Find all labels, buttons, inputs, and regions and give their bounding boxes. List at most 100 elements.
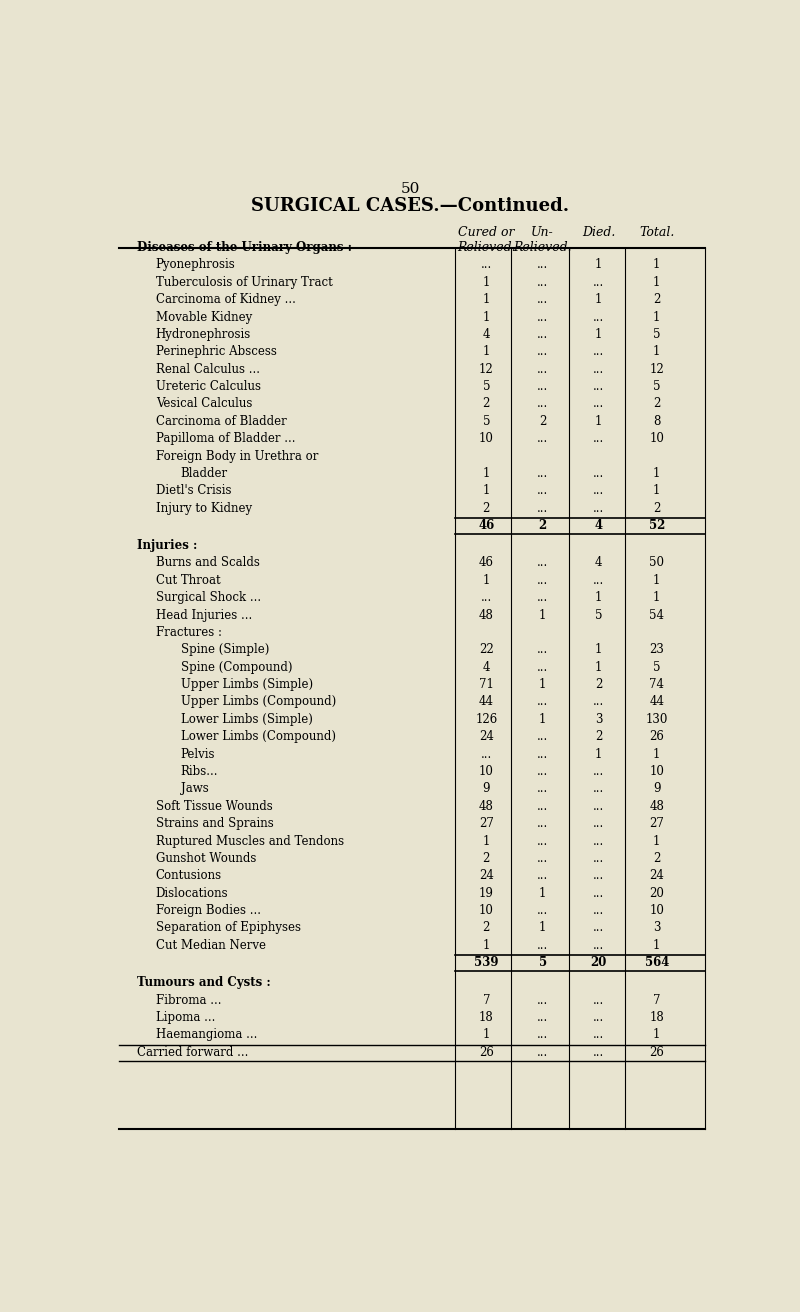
Text: 1: 1 [594, 661, 602, 674]
Text: 2: 2 [482, 851, 490, 865]
Text: ...: ... [537, 731, 548, 744]
Text: ...: ... [481, 258, 492, 272]
Text: 24: 24 [650, 870, 664, 882]
Text: 1: 1 [539, 712, 546, 726]
Text: ...: ... [537, 765, 548, 778]
Text: 50: 50 [400, 181, 420, 195]
Text: 24: 24 [479, 731, 494, 744]
Text: 1: 1 [594, 294, 602, 306]
Text: ...: ... [593, 817, 604, 830]
Text: 1: 1 [594, 643, 602, 656]
Text: 4: 4 [594, 556, 602, 569]
Text: 1: 1 [653, 592, 661, 605]
Text: ...: ... [537, 328, 548, 341]
Text: 1: 1 [482, 467, 490, 480]
Text: 44: 44 [478, 695, 494, 708]
Text: ...: ... [593, 573, 604, 586]
Text: 50: 50 [650, 556, 664, 569]
Text: Spine (Simple): Spine (Simple) [181, 643, 269, 656]
Text: 22: 22 [479, 643, 494, 656]
Text: ...: ... [537, 695, 548, 708]
Text: 2: 2 [594, 678, 602, 691]
Text: 4: 4 [482, 661, 490, 674]
Text: 26: 26 [479, 1046, 494, 1059]
Text: ...: ... [593, 362, 604, 375]
Text: ...: ... [593, 834, 604, 848]
Text: Perinephric Abscess: Perinephric Abscess [156, 345, 277, 358]
Text: ...: ... [537, 311, 548, 324]
Text: ...: ... [537, 573, 548, 586]
Text: 1: 1 [653, 276, 661, 289]
Text: Contusions: Contusions [156, 870, 222, 882]
Text: 1: 1 [653, 1029, 661, 1042]
Text: ...: ... [537, 748, 548, 761]
Text: 48: 48 [479, 609, 494, 622]
Text: Papilloma of Bladder ...: Papilloma of Bladder ... [156, 432, 295, 445]
Text: Hydronephrosis: Hydronephrosis [156, 328, 251, 341]
Text: 1: 1 [482, 939, 490, 951]
Text: ...: ... [537, 904, 548, 917]
Text: 1: 1 [653, 834, 661, 848]
Text: 130: 130 [646, 712, 668, 726]
Text: 7: 7 [653, 993, 661, 1006]
Text: 539: 539 [474, 956, 498, 970]
Text: 19: 19 [479, 887, 494, 900]
Text: 10: 10 [650, 765, 664, 778]
Text: 1: 1 [594, 258, 602, 272]
Text: ...: ... [537, 380, 548, 394]
Text: Pyonephrosis: Pyonephrosis [156, 258, 235, 272]
Text: Cut Median Nerve: Cut Median Nerve [156, 939, 266, 951]
Text: 10: 10 [650, 904, 664, 917]
Text: ...: ... [537, 276, 548, 289]
Text: 48: 48 [479, 800, 494, 812]
Text: Ureteric Calculus: Ureteric Calculus [156, 380, 261, 394]
Text: Vesical Calculus: Vesical Calculus [156, 398, 252, 411]
Text: 1: 1 [482, 484, 490, 497]
Text: Tuberculosis of Urinary Tract: Tuberculosis of Urinary Tract [156, 276, 333, 289]
Text: ...: ... [593, 800, 604, 812]
Text: Cured or
Relieved.: Cured or Relieved. [457, 226, 515, 255]
Text: ...: ... [537, 501, 548, 514]
Text: 9: 9 [482, 782, 490, 795]
Text: 2: 2 [539, 415, 546, 428]
Text: Pelvis: Pelvis [181, 748, 215, 761]
Text: ...: ... [537, 800, 548, 812]
Text: 10: 10 [479, 765, 494, 778]
Text: 10: 10 [479, 904, 494, 917]
Text: ...: ... [537, 432, 548, 445]
Text: 1: 1 [539, 887, 546, 900]
Text: Tumours and Cysts :: Tumours and Cysts : [138, 976, 271, 989]
Text: 1: 1 [594, 415, 602, 428]
Text: 1: 1 [594, 748, 602, 761]
Text: ...: ... [481, 748, 492, 761]
Text: 5: 5 [482, 380, 490, 394]
Text: Upper Limbs (Compound): Upper Limbs (Compound) [181, 695, 336, 708]
Text: 1: 1 [482, 276, 490, 289]
Text: 1: 1 [653, 748, 661, 761]
Text: 2: 2 [653, 398, 661, 411]
Text: Carcinoma of Kidney ...: Carcinoma of Kidney ... [156, 294, 296, 306]
Text: ...: ... [593, 1046, 604, 1059]
Text: Gunshot Wounds: Gunshot Wounds [156, 851, 256, 865]
Text: 2: 2 [653, 851, 661, 865]
Text: ...: ... [537, 592, 548, 605]
Text: ...: ... [593, 432, 604, 445]
Text: 24: 24 [479, 870, 494, 882]
Text: Head Injuries ...: Head Injuries ... [156, 609, 252, 622]
Text: Spine (Compound): Spine (Compound) [181, 661, 292, 674]
Text: 1: 1 [594, 328, 602, 341]
Text: ...: ... [537, 345, 548, 358]
Text: 18: 18 [650, 1010, 664, 1023]
Text: Fractures :: Fractures : [156, 626, 222, 639]
Text: Foreign Bodies ...: Foreign Bodies ... [156, 904, 261, 917]
Text: ...: ... [537, 993, 548, 1006]
Text: 5: 5 [538, 956, 546, 970]
Text: ...: ... [537, 362, 548, 375]
Text: 12: 12 [479, 362, 494, 375]
Text: Surgical Shock ...: Surgical Shock ... [156, 592, 261, 605]
Text: 48: 48 [650, 800, 664, 812]
Text: ...: ... [537, 467, 548, 480]
Text: Lipoma ...: Lipoma ... [156, 1010, 215, 1023]
Text: 1: 1 [653, 467, 661, 480]
Text: ...: ... [593, 939, 604, 951]
